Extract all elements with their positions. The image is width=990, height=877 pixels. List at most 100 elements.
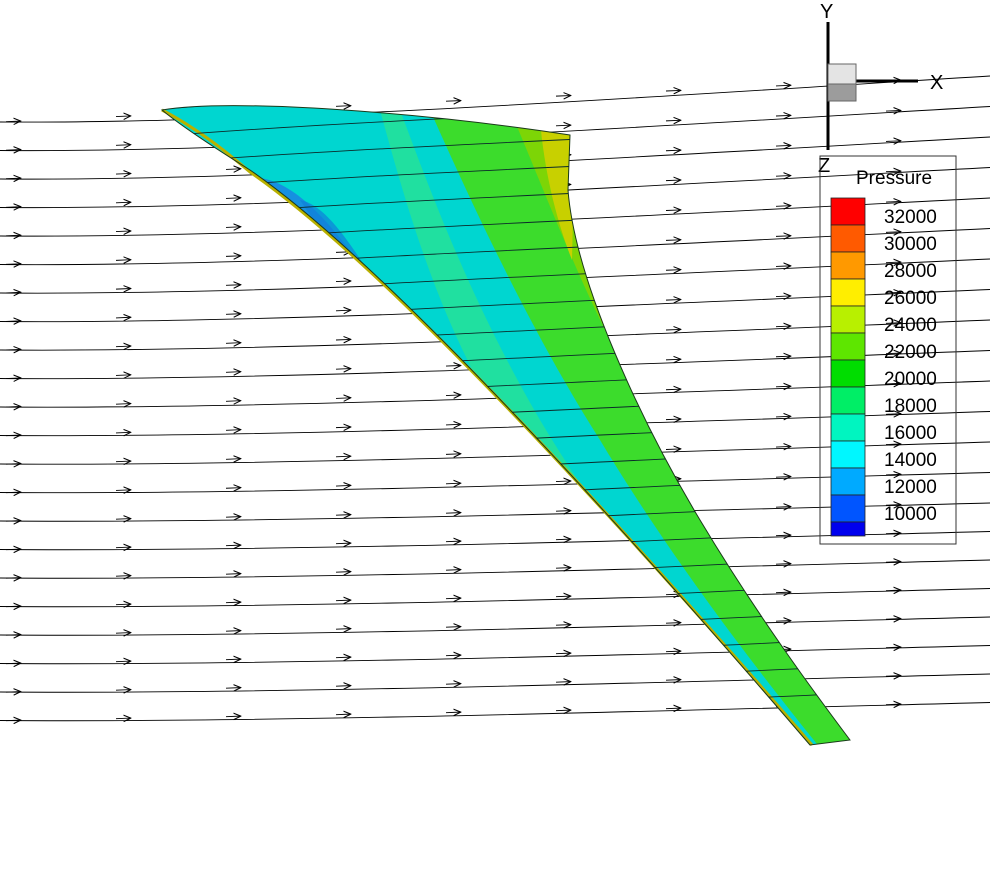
pressure-legend: Pressure 32000 30000 28000 26000 24000 22000 2…: [819, 155, 957, 545]
flow-arrow: [335, 427, 350, 428]
flow-arrow: [5, 435, 20, 436]
flow-arrow: [665, 180, 680, 181]
flow-arrow: [115, 604, 130, 605]
flow-arrow: [445, 454, 460, 455]
legend-swatch: [830, 278, 866, 307]
legend-swatch: [830, 386, 866, 415]
flow-arrow: [775, 592, 790, 593]
flow-arrow: [335, 281, 350, 282]
flow-arrow: [225, 488, 240, 489]
flow-arrow: [445, 712, 460, 713]
flow-arrow: [885, 383, 900, 384]
flow-arrow: [5, 207, 20, 208]
flow-arrow: [115, 231, 130, 232]
flow-arrow: [115, 633, 130, 634]
flow-arrow: [115, 346, 130, 347]
flow-arrow: [115, 289, 130, 290]
flow-arrow: [665, 210, 680, 211]
flow-arrow: [885, 201, 900, 202]
flow-arrow: [225, 285, 240, 286]
flow-arrow: [775, 85, 790, 86]
flow-arrow: [115, 576, 130, 577]
flow-arrow: [445, 570, 460, 571]
flow-arrow: [665, 389, 680, 390]
flow-arrow: [445, 483, 460, 484]
triad-cube-top: [827, 63, 857, 85]
flow-arrow: [335, 456, 350, 457]
flow-arrow: [225, 545, 240, 546]
flow-arrow: [665, 240, 680, 241]
flow-arrow: [885, 590, 900, 591]
flow-arrow: [335, 369, 350, 370]
legend-swatch: [830, 413, 866, 442]
flow-arrow: [885, 704, 900, 705]
flow-arrow: [665, 300, 680, 301]
flow-arrow: [885, 619, 900, 620]
flow-arrow: [445, 513, 460, 514]
flow-arrow: [225, 227, 240, 228]
flow-arrow: [775, 145, 790, 146]
flow-arrow: [775, 356, 790, 357]
flow-arrow: [885, 647, 900, 648]
flow-arrow: [115, 432, 130, 433]
flow-arrow: [445, 627, 460, 628]
flow-arrow: [5, 521, 20, 522]
streamline: [0, 673, 990, 693]
flow-arrow: [445, 365, 460, 366]
streamline: [0, 502, 990, 522]
flow-arrow: [5, 663, 20, 664]
flow-arrow: [445, 101, 460, 102]
flow-arrow: [115, 202, 130, 203]
flow-arrow: [5, 720, 20, 721]
flow-arrow: [885, 505, 900, 506]
legend-swatches: [830, 197, 866, 537]
flow-arrow: [115, 260, 130, 261]
legend-level-label: 24000: [884, 315, 937, 336]
legend-level-label: 10000: [884, 504, 937, 525]
flow-arrow: [555, 568, 570, 569]
flow-arrow: [5, 235, 20, 236]
flow-arrow: [885, 562, 900, 563]
flow-arrow: [665, 651, 680, 652]
streamline: [0, 531, 990, 551]
flow-arrow: [555, 511, 570, 512]
flow-arrow: [445, 598, 460, 599]
z-axis-label: Z: [818, 155, 830, 177]
flow-arrow: [665, 359, 680, 360]
flow-arrow: [885, 232, 900, 233]
flow-arrow: [115, 375, 130, 376]
flow-arrow: [225, 314, 240, 315]
flow-arrow: [115, 519, 130, 520]
streamline: [0, 350, 990, 380]
flow-arrow: [5, 321, 20, 322]
flow-arrow: [225, 688, 240, 689]
streamline: [0, 645, 990, 665]
flow-arrow: [445, 541, 460, 542]
flow-arrow: [775, 236, 790, 237]
flow-arrow: [665, 329, 680, 330]
flow-arrow: [555, 625, 570, 626]
flow-arrow: [555, 653, 570, 654]
flow-arrow: [335, 515, 350, 516]
flow-arrow: [665, 419, 680, 420]
legend-swatch: [830, 332, 866, 361]
flow-arrow: [775, 206, 790, 207]
flow-arrow: [775, 535, 790, 536]
flow-arrow: [5, 606, 20, 607]
flow-arrow: [115, 173, 130, 174]
flow-arrow: [335, 339, 350, 340]
flow-arrow: [115, 718, 130, 719]
flow-arrow: [115, 145, 130, 146]
legend-swatch: [830, 521, 866, 537]
flow-arrow: [665, 623, 680, 624]
flow-arrow: [335, 629, 350, 630]
wing-surface: [160, 105, 851, 746]
flow-arrow: [5, 549, 20, 550]
legend-swatch: [830, 494, 866, 523]
flow-arrow: [115, 547, 130, 548]
legend-level-label: 18000: [884, 396, 937, 417]
legend-frame: [819, 155, 957, 545]
streamline: [0, 75, 990, 123]
flow-arrow: [225, 198, 240, 199]
